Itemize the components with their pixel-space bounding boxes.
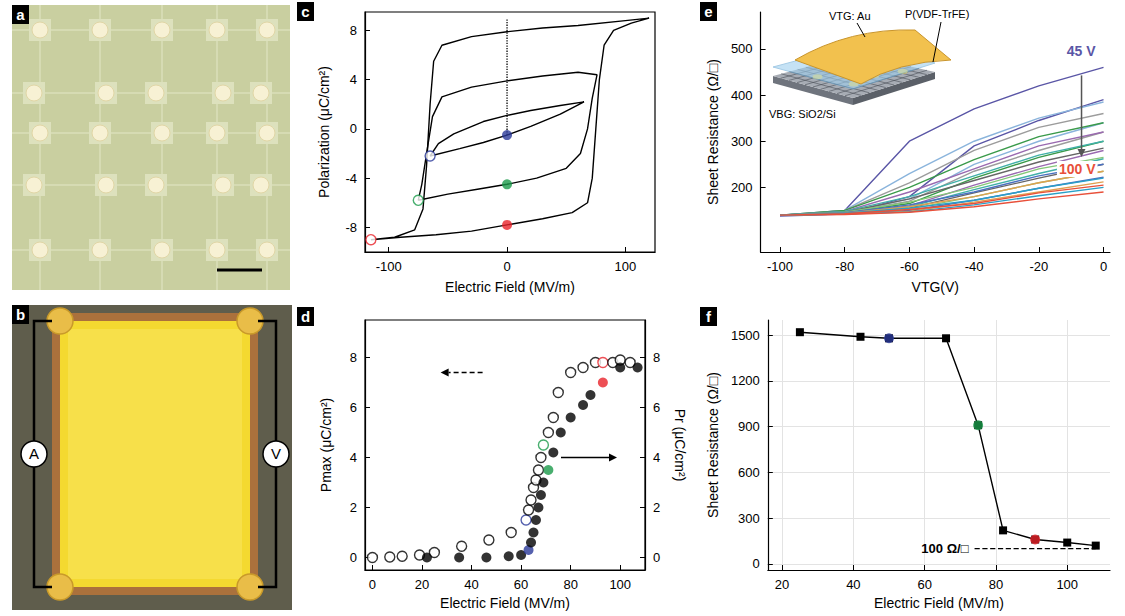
svg-text:-8: -8 [345,220,357,235]
svg-text:0: 0 [369,577,376,592]
svg-text:0: 0 [350,121,357,136]
svg-text:0: 0 [350,550,357,565]
svg-text:300: 300 [738,511,760,526]
svg-text:8: 8 [350,350,357,365]
svg-text:Sheet Resistance (Ω/□): Sheet Resistance (Ω/□) [705,372,721,518]
svg-text:0: 0 [753,556,760,571]
svg-text:100 Ω/□: 100 Ω/□ [921,541,968,556]
svg-text:20: 20 [775,577,789,592]
svg-text:900: 900 [738,419,760,434]
svg-text:Pmax (μC/cm²): Pmax (μC/cm²) [318,398,334,492]
html-text:c: c [301,3,310,20]
svg-text:-80: -80 [835,259,854,274]
svg-text:0: 0 [503,259,510,274]
svg-text:2: 2 [653,500,660,515]
svg-text:8: 8 [350,23,357,38]
svg-text:0: 0 [653,550,660,565]
html-text:f: f [706,308,711,325]
svg-text:80: 80 [563,577,577,592]
svg-text:VBG: SiO2/Si: VBG: SiO2/Si [769,108,836,120]
svg-text:A: A [29,445,39,462]
svg-text:40: 40 [846,577,860,592]
svg-text:40: 40 [464,577,478,592]
svg-text:500: 500 [731,41,753,56]
svg-text:Electric Field (MV/m): Electric Field (MV/m) [445,279,575,295]
html-text:a: a [16,6,25,23]
svg-text:200: 200 [731,180,753,195]
svg-text:100 V: 100 V [1059,161,1096,177]
svg-text:100: 100 [1056,577,1078,592]
svg-text:100: 100 [609,577,631,592]
svg-text:6: 6 [350,400,357,415]
svg-text:4: 4 [653,450,660,465]
svg-text:20: 20 [415,577,429,592]
svg-text:V: V [271,445,281,462]
svg-text:80: 80 [989,577,1003,592]
svg-text:P(VDF-TrFE): P(VDF-TrFE) [905,8,969,20]
svg-text:2: 2 [350,500,357,515]
svg-text:Sheet Resistance (Ω/□): Sheet Resistance (Ω/□) [705,59,721,205]
svg-text:-40: -40 [965,259,984,274]
svg-text:Electric Field (MV/m): Electric Field (MV/m) [874,595,1004,611]
html-text:b: b [15,306,26,323]
svg-text:VTG(V): VTG(V) [912,279,959,295]
svg-text:45 V: 45 V [1067,43,1096,59]
html-text:d: d [300,308,311,325]
svg-text:600: 600 [738,465,760,480]
svg-text:-20: -20 [1029,259,1048,274]
svg-text:400: 400 [731,88,753,103]
svg-text:4: 4 [350,450,357,465]
svg-text:1500: 1500 [731,328,760,343]
svg-text:-100: -100 [767,259,793,274]
html-text:e: e [704,3,713,20]
svg-text:60: 60 [917,577,931,592]
svg-text:8: 8 [653,350,660,365]
svg-text:-60: -60 [900,259,919,274]
svg-text:1200: 1200 [731,373,760,388]
svg-text:Pr (μC/cm²): Pr (μC/cm²) [672,409,688,482]
svg-text:60: 60 [514,577,528,592]
svg-text:6: 6 [653,400,660,415]
svg-text:Electric Field (MV/m): Electric Field (MV/m) [440,595,570,611]
svg-text:300: 300 [731,134,753,149]
svg-text:0: 0 [1100,259,1107,274]
svg-text:VTG: Au: VTG: Au [829,10,871,22]
svg-text:-4: -4 [345,171,357,186]
svg-text:Polarization (μC/cm²): Polarization (μC/cm²) [316,66,332,198]
svg-text:-100: -100 [376,259,402,274]
svg-text:4: 4 [350,72,357,87]
svg-text:100: 100 [615,259,637,274]
